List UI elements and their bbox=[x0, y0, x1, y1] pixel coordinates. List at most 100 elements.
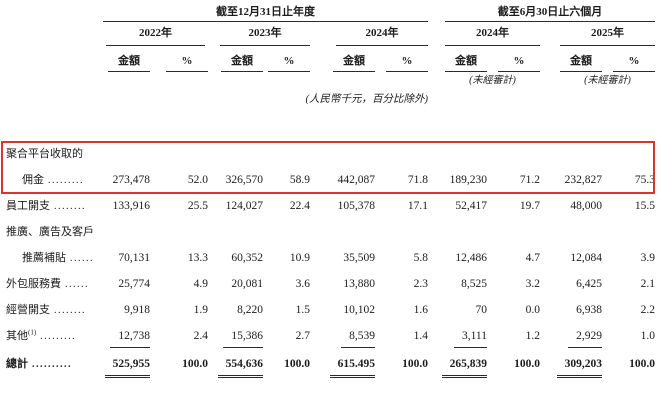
cell-amount: 10,102 bbox=[343, 304, 375, 316]
cell-amount: 8,539 bbox=[310, 323, 375, 349]
table-row-label-line: 聚合平台收取的 bbox=[0, 141, 660, 167]
table-row: 員工開支 ........ 133,916 25.5 124,027 22.4 105,3… bbox=[0, 193, 660, 219]
cell-percent: 25.5 bbox=[187, 200, 208, 212]
table-row: 推薦補貼 ...... 70,131 13.3 60,352 10.9 35,509 5.8… bbox=[0, 245, 660, 271]
unaudited-note-2025: (未經審計) bbox=[584, 75, 631, 86]
row-label: 聚合平台收取的 bbox=[6, 148, 83, 160]
cell-amount: 12,084 bbox=[570, 252, 602, 264]
cell-percent: 3.9 bbox=[640, 252, 655, 264]
cell-percent: 100.0 bbox=[182, 358, 208, 370]
cell-amount: 20,081 bbox=[231, 278, 263, 290]
currency-note-row: (人民幣千元，百分比除外) bbox=[0, 90, 660, 112]
cell-amount: 8,220 bbox=[237, 304, 263, 316]
table-row: 總計 .......... 525,955 100.0 554,636 100.0 615… bbox=[0, 349, 660, 387]
unaudited-row: (未經審計) (未經審計) bbox=[0, 72, 660, 90]
cell-amount: 2,929 bbox=[540, 323, 602, 349]
cell-amount: 8,525 bbox=[461, 278, 487, 290]
cell-amount: 6,938 bbox=[576, 304, 602, 316]
period-header-interim-label: 截至6月30日止六個月 bbox=[497, 6, 603, 18]
amount-header: 金額 bbox=[208, 46, 263, 72]
cell-amount: 124,027 bbox=[225, 200, 263, 212]
cell-percent: 2.1 bbox=[640, 278, 655, 290]
cell-percent: 19.7 bbox=[519, 200, 540, 212]
cell-percent: 3.2 bbox=[525, 278, 540, 290]
table-row: 佣金 ......... 273,478 52.0 326,570 58.9 442,08… bbox=[0, 167, 660, 193]
cell-amount: 48,000 bbox=[570, 200, 602, 212]
cell-percent: 100.0 bbox=[629, 358, 655, 370]
year-header-2024: 2024年 bbox=[336, 23, 428, 46]
period-header-annual: 截至12月31日止年度 bbox=[103, 5, 428, 22]
cell-amount: 525,955 bbox=[103, 349, 150, 387]
period-header-row: 截至12月31日止年度 截至6月30日止六個月 bbox=[0, 5, 660, 22]
percent-header: % bbox=[602, 46, 655, 72]
cell-percent: 13.3 bbox=[187, 252, 208, 264]
row-label: 員工開支 ........ bbox=[6, 200, 86, 212]
cell-percent: 4.7 bbox=[525, 252, 540, 264]
cell-percent: 1.6 bbox=[413, 304, 428, 316]
cell-amount: 105,378 bbox=[337, 200, 375, 212]
percent-header: % bbox=[375, 46, 428, 72]
cell-percent: 100.0 bbox=[402, 358, 428, 370]
dot-leader: ......... bbox=[36, 331, 77, 342]
cell-amount: 15,386 bbox=[208, 323, 263, 349]
period-header-interim: 截至6月30日止六個月 bbox=[445, 5, 655, 22]
year-header-2023: 2023年 bbox=[220, 23, 310, 46]
unaudited-note-2024: (未經審計) bbox=[469, 75, 516, 86]
year-header-2022: 2022年 bbox=[106, 23, 205, 46]
dot-leader: ......... bbox=[44, 175, 84, 186]
cell-percent: 75.3 bbox=[634, 174, 655, 186]
cell-amount: 6,425 bbox=[576, 278, 602, 290]
cell-amount: 52,417 bbox=[455, 200, 487, 212]
cell-percent: 1.9 bbox=[193, 304, 208, 316]
amount-header: 金額 bbox=[103, 46, 150, 72]
row-label: 外包服務費 ...... bbox=[6, 278, 89, 290]
table-row-label-line: 推廣、廣告及客戶 bbox=[0, 219, 660, 245]
cell-amount: 265,839 bbox=[428, 349, 487, 387]
year-header-2024-interim: 2024年 bbox=[445, 23, 540, 46]
cell-percent: 100.0 bbox=[514, 358, 540, 370]
cell-percent: 2.3 bbox=[413, 278, 428, 290]
amount-header: 金額 bbox=[310, 46, 375, 72]
table-row: 經營開支 ........ 9,918 1.9 8,220 1.5 10,102 1.6 70… bbox=[0, 297, 660, 323]
row-label: 推薦補貼 ...... bbox=[22, 252, 94, 264]
cell-percent: 15.5 bbox=[634, 200, 655, 212]
cell-amount: 189,230 bbox=[449, 174, 487, 186]
cell-percent: 10.9 bbox=[289, 252, 310, 264]
table-header: 截至12月31日止年度 截至6月30日止六個月 2022年 2023年 2024… bbox=[0, 0, 660, 141]
year-header-2025-interim: 2025年 bbox=[560, 23, 655, 46]
cell-percent: 2.2 bbox=[640, 304, 655, 316]
cell-percent: 0.0 bbox=[525, 304, 540, 316]
cell-percent: 1.5 bbox=[295, 304, 310, 316]
cell-percent: 22.4 bbox=[289, 200, 310, 212]
cell-percent: 52.0 bbox=[187, 174, 208, 186]
cell-amount: 60,352 bbox=[231, 252, 263, 264]
cell-amount: 326,570 bbox=[225, 174, 263, 186]
percent-header: % bbox=[150, 46, 208, 72]
cell-percent: 17.1 bbox=[407, 200, 428, 212]
table-row: 外包服務費 ...... 25,774 4.9 20,081 3.6 13,880 2.3 8… bbox=[0, 271, 660, 297]
cell-percent: 1.4 bbox=[413, 330, 428, 342]
period-header-annual-label: 截至12月31日止年度 bbox=[216, 6, 315, 18]
amount-percent-header-row: 金額 % 金額 % 金額 % 金額 % 金額 % bbox=[0, 46, 660, 72]
cell-percent: 100.0 bbox=[284, 358, 310, 370]
cell-amount: 70,131 bbox=[118, 252, 150, 264]
cell-amount: 9,918 bbox=[124, 304, 150, 316]
cell-amount: 3,111 bbox=[428, 323, 487, 349]
cell-amount: 70 bbox=[475, 304, 488, 316]
row-label: 佣金 ......... bbox=[22, 174, 84, 186]
cell-amount: 35,509 bbox=[343, 252, 375, 264]
cell-amount: 554,636 bbox=[208, 349, 263, 387]
cell-percent: 3.6 bbox=[295, 278, 310, 290]
cell-amount: 273,478 bbox=[112, 174, 150, 186]
cell-percent: 2.4 bbox=[193, 330, 208, 342]
row-label: 經營開支 ........ bbox=[6, 304, 86, 316]
cell-amount: 12,486 bbox=[455, 252, 487, 264]
cell-amount: 232,827 bbox=[564, 174, 602, 186]
cell-amount: 442,087 bbox=[337, 174, 375, 186]
cell-percent: 1.2 bbox=[525, 330, 540, 342]
footnote-marker: (1) bbox=[28, 328, 37, 337]
cell-amount: 133,916 bbox=[112, 200, 150, 212]
cell-percent: 71.8 bbox=[407, 174, 428, 186]
row-label: 推廣、廣告及客戶 bbox=[6, 226, 94, 238]
row-label: 其他(1) ......... bbox=[6, 328, 77, 342]
